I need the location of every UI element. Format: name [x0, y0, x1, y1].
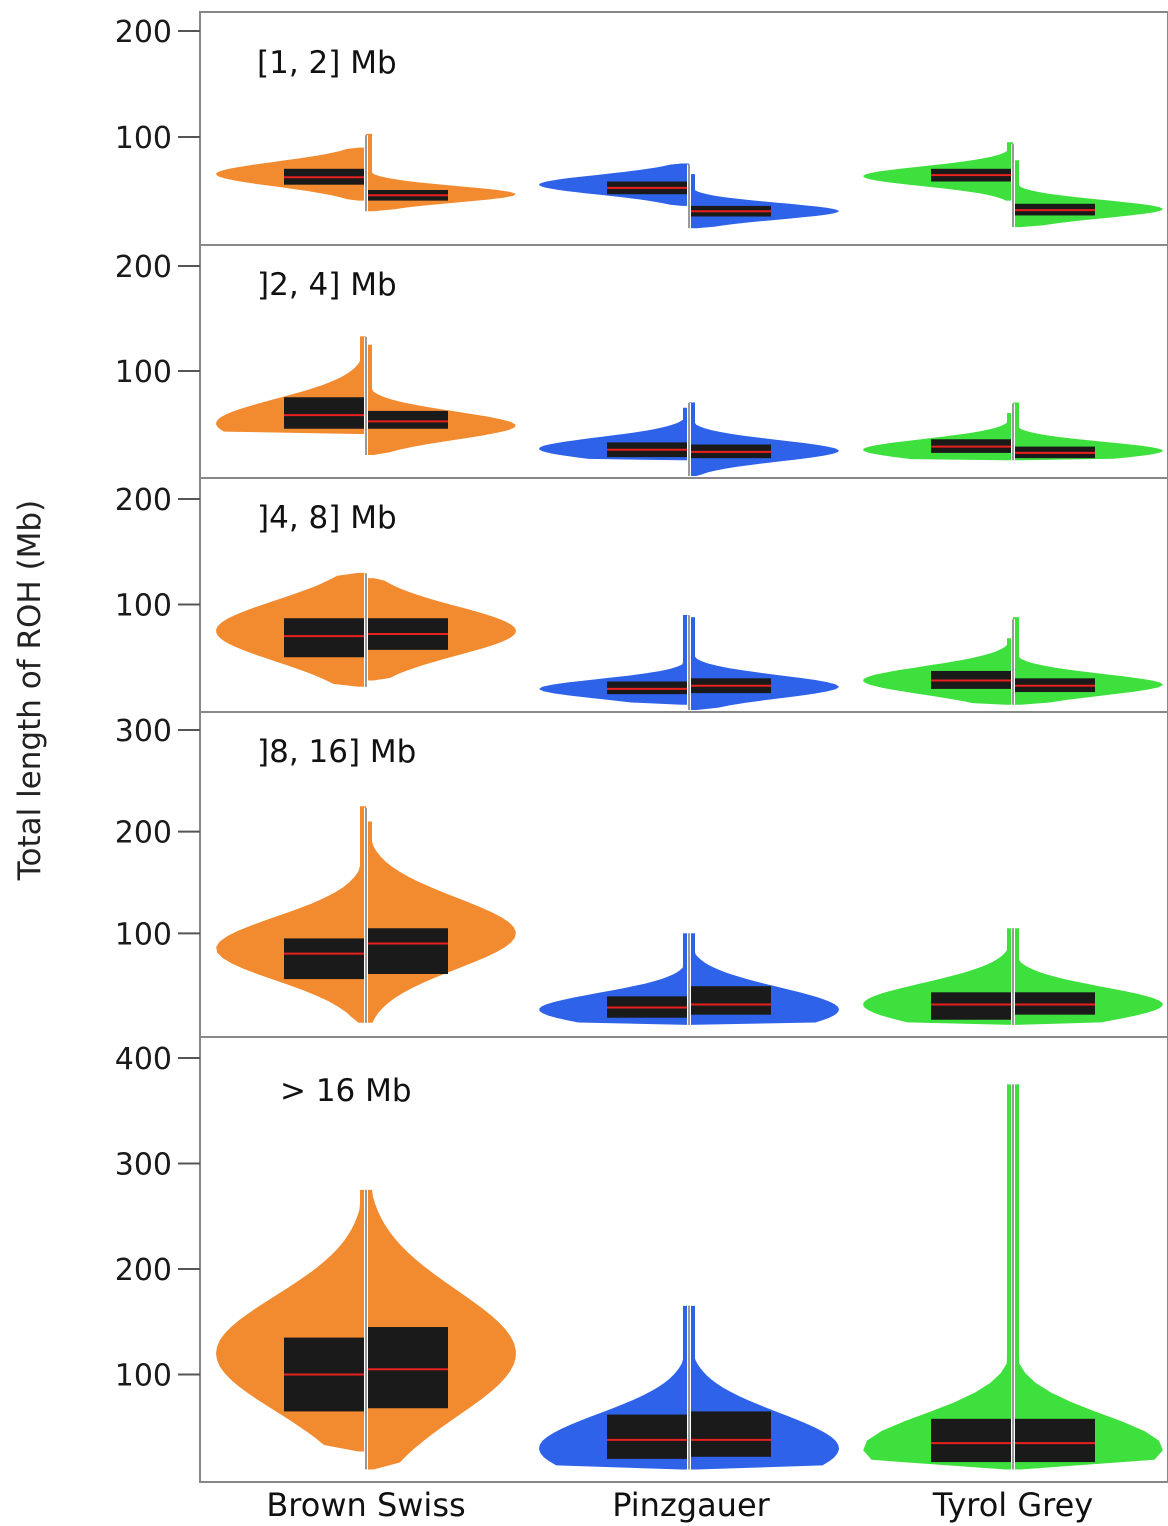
plot-frame [199, 11, 1168, 1483]
box-pinzgauer-left [607, 1414, 689, 1459]
box-tyrol-grey-right [1013, 992, 1095, 1015]
violin-pinzgauer-right [689, 617, 839, 710]
panel-label: ]4, 8] Mb [257, 500, 397, 536]
y-tick-label: 300 [115, 714, 172, 749]
box-brown-swiss-left [284, 618, 366, 658]
panel-label: [1, 2] Mb [257, 45, 397, 81]
violin-tyrol-grey-right [1013, 160, 1163, 228]
violin-brown-swiss-right [366, 344, 516, 455]
y-tick-label: 100 [115, 917, 172, 952]
violin-pinzgauer-right [689, 174, 839, 229]
box-pinzgauer-left [607, 681, 689, 695]
box-tyrol-grey-right [1013, 1418, 1095, 1463]
violin-brown-swiss-left [216, 1189, 366, 1452]
violin-brown-swiss-left [216, 806, 366, 1023]
box-brown-swiss-left [284, 397, 366, 429]
box-brown-swiss-right [366, 928, 448, 974]
panel-label: ]8, 16] Mb [257, 734, 416, 770]
y-tick-label: 100 [115, 355, 172, 390]
y-tick-label: 300 [115, 1148, 172, 1183]
y-tick-label: 100 [115, 1359, 172, 1394]
box-brown-swiss-right [366, 1327, 448, 1409]
y-tick-label: 200 [115, 816, 172, 851]
panel-label: > 16 Mb [280, 1073, 412, 1109]
category-label-brown-swiss: Brown Swiss [266, 1486, 465, 1524]
category-label-tyrol-grey: Tyrol Grey [932, 1486, 1093, 1524]
y-axis-title: Total length of ROH (Mb) [12, 500, 48, 881]
violin-tyrol-grey-right [1013, 1084, 1163, 1470]
violin-tyrol-grey-left [863, 413, 1013, 461]
category-label-pinzgauer: Pinzgauer [612, 1486, 770, 1524]
panel-label: ]2, 4] Mb [257, 267, 397, 303]
violin-brown-swiss-right [366, 821, 516, 1023]
y-tick-label: 200 [115, 250, 172, 285]
y-tick-label: 100 [115, 589, 172, 624]
box-pinzgauer-right [689, 1411, 771, 1457]
violin-tyrol-grey-right [1013, 402, 1163, 461]
violin-tyrol-grey-left [863, 1084, 1013, 1470]
violin-pinzgauer-right [689, 402, 839, 476]
box-brown-swiss-left [284, 938, 366, 980]
box-brown-swiss-right [366, 410, 448, 429]
y-tick-label: 200 [115, 15, 172, 50]
box-pinzgauer-right [689, 986, 771, 1015]
y-tick-label: 200 [115, 1253, 172, 1288]
box-tyrol-grey-left [931, 1418, 1013, 1463]
y-tick-label: 400 [115, 1042, 172, 1077]
y-tick-label: 100 [115, 121, 172, 156]
y-tick-label: 200 [115, 483, 172, 518]
box-tyrol-grey-left [931, 992, 1013, 1020]
